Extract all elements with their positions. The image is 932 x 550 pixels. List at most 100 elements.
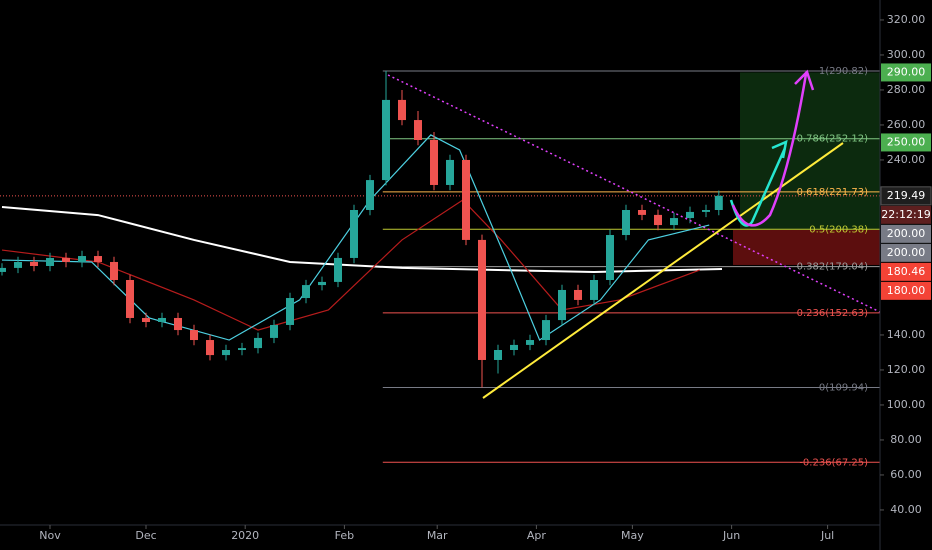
candle-body bbox=[110, 261, 118, 280]
candle-body bbox=[702, 210, 710, 212]
x-tick-label: 2020 bbox=[231, 529, 259, 542]
magenta-arrow bbox=[731, 73, 808, 227]
fib-label: 0.382(179.04) bbox=[797, 262, 869, 273]
x-tick-label: Nov bbox=[39, 529, 61, 542]
candle-body bbox=[558, 289, 566, 321]
moving-average bbox=[1, 206, 723, 273]
candle-body bbox=[62, 257, 70, 262]
x-tick-label: Mar bbox=[427, 529, 448, 542]
candle-body bbox=[30, 261, 38, 266]
y-tick-label: 100.00 bbox=[887, 398, 926, 411]
x-tick-label: Dec bbox=[135, 529, 156, 542]
y-tick-label: 300.00 bbox=[887, 48, 926, 61]
candle-body bbox=[254, 337, 262, 349]
candle-body bbox=[126, 280, 134, 318]
candle-body bbox=[622, 210, 630, 236]
support-line bbox=[482, 142, 844, 399]
candle-body bbox=[190, 330, 198, 341]
candle-body bbox=[94, 256, 102, 262]
price-tag-label: 200.00 bbox=[887, 227, 926, 240]
fib-label: 0.618(221.73) bbox=[797, 187, 869, 198]
y-tick-label: 320.00 bbox=[887, 13, 926, 26]
candle-body bbox=[670, 218, 678, 226]
price-tag bbox=[881, 63, 931, 82]
countdown: 22:12:19 bbox=[881, 208, 930, 221]
fib-label: 0.5(200.38) bbox=[809, 224, 868, 235]
candle-body bbox=[142, 317, 150, 322]
y-tick-label: 60.00 bbox=[890, 468, 922, 481]
candle-body bbox=[238, 348, 246, 350]
fib-label: 1(290.82) bbox=[819, 66, 868, 77]
fib-label: 0.786(252.12) bbox=[797, 134, 869, 145]
x-tick-label: May bbox=[621, 529, 644, 542]
y-tick-label: 80.00 bbox=[890, 433, 922, 446]
x-tick-label: Jul bbox=[820, 529, 834, 542]
candle-body bbox=[414, 120, 422, 140]
fib-label: 0.236(152.63) bbox=[797, 308, 869, 319]
price-tag-label: 200.00 bbox=[887, 246, 926, 259]
fib-label: -0.236(67.25) bbox=[799, 457, 868, 468]
candle-body bbox=[462, 159, 470, 240]
price-tag-label: 180.00 bbox=[887, 284, 926, 297]
candle-body bbox=[430, 140, 438, 185]
candle-body bbox=[590, 280, 598, 300]
candle-body bbox=[78, 256, 86, 262]
resistance-line bbox=[387, 74, 881, 313]
candle-body bbox=[382, 99, 390, 181]
price-tag-label: 290.00 bbox=[887, 65, 926, 78]
candle-body bbox=[222, 350, 230, 356]
candle-body bbox=[14, 261, 22, 268]
candle-body bbox=[350, 210, 358, 258]
candle-body bbox=[334, 257, 342, 282]
candle-body bbox=[158, 317, 166, 322]
candle-body bbox=[494, 350, 502, 360]
y-tick-label: 120.00 bbox=[887, 363, 926, 376]
candle-body bbox=[174, 317, 182, 331]
candle-body bbox=[46, 257, 54, 266]
candle-body bbox=[714, 195, 723, 210]
candle-body bbox=[0, 267, 6, 272]
candle-body bbox=[542, 320, 550, 341]
cyan-arrowhead bbox=[771, 139, 788, 159]
price-tag bbox=[881, 262, 931, 281]
candle-body bbox=[638, 210, 646, 215]
candle-body bbox=[574, 289, 582, 300]
price-tag-label: 180.46 bbox=[887, 265, 926, 278]
price-tag bbox=[881, 243, 931, 262]
y-tick-label: 240.00 bbox=[887, 153, 926, 166]
magenta-arrowhead bbox=[794, 69, 815, 91]
price-tag-label: 219.49 bbox=[887, 189, 926, 202]
y-tick-label: 140.00 bbox=[887, 328, 926, 341]
price-tag bbox=[881, 224, 931, 243]
price-tag-label: 250.00 bbox=[887, 135, 926, 148]
candle-body bbox=[270, 324, 278, 338]
candle-body bbox=[606, 235, 614, 280]
countdown-tag bbox=[881, 205, 931, 224]
y-tick-label: 280.00 bbox=[887, 83, 926, 96]
candle-body bbox=[510, 344, 518, 350]
moving-average bbox=[1, 199, 700, 331]
candle-body bbox=[686, 211, 694, 219]
candle-body bbox=[654, 214, 662, 226]
candle-body bbox=[286, 298, 294, 325]
y-tick-label: 40.00 bbox=[890, 503, 922, 516]
candle-body bbox=[206, 340, 214, 356]
target-zone bbox=[740, 72, 880, 230]
candle-body bbox=[526, 340, 534, 345]
candle-body bbox=[318, 281, 326, 286]
y-tick-label: 260.00 bbox=[887, 118, 926, 131]
price-tag bbox=[881, 133, 931, 152]
fib-label: 0(109.94) bbox=[819, 383, 868, 394]
price-tag bbox=[881, 281, 931, 300]
stop-zone bbox=[733, 229, 880, 265]
candle-body bbox=[398, 99, 406, 121]
candle-body bbox=[366, 180, 374, 210]
candle-body bbox=[478, 239, 486, 360]
x-tick-label: Apr bbox=[527, 529, 547, 542]
price-tag bbox=[880, 186, 932, 206]
x-tick-label: Feb bbox=[335, 529, 354, 542]
x-tick-label: Jun bbox=[722, 529, 740, 542]
candle-body bbox=[446, 159, 454, 185]
candle-body bbox=[302, 285, 310, 299]
